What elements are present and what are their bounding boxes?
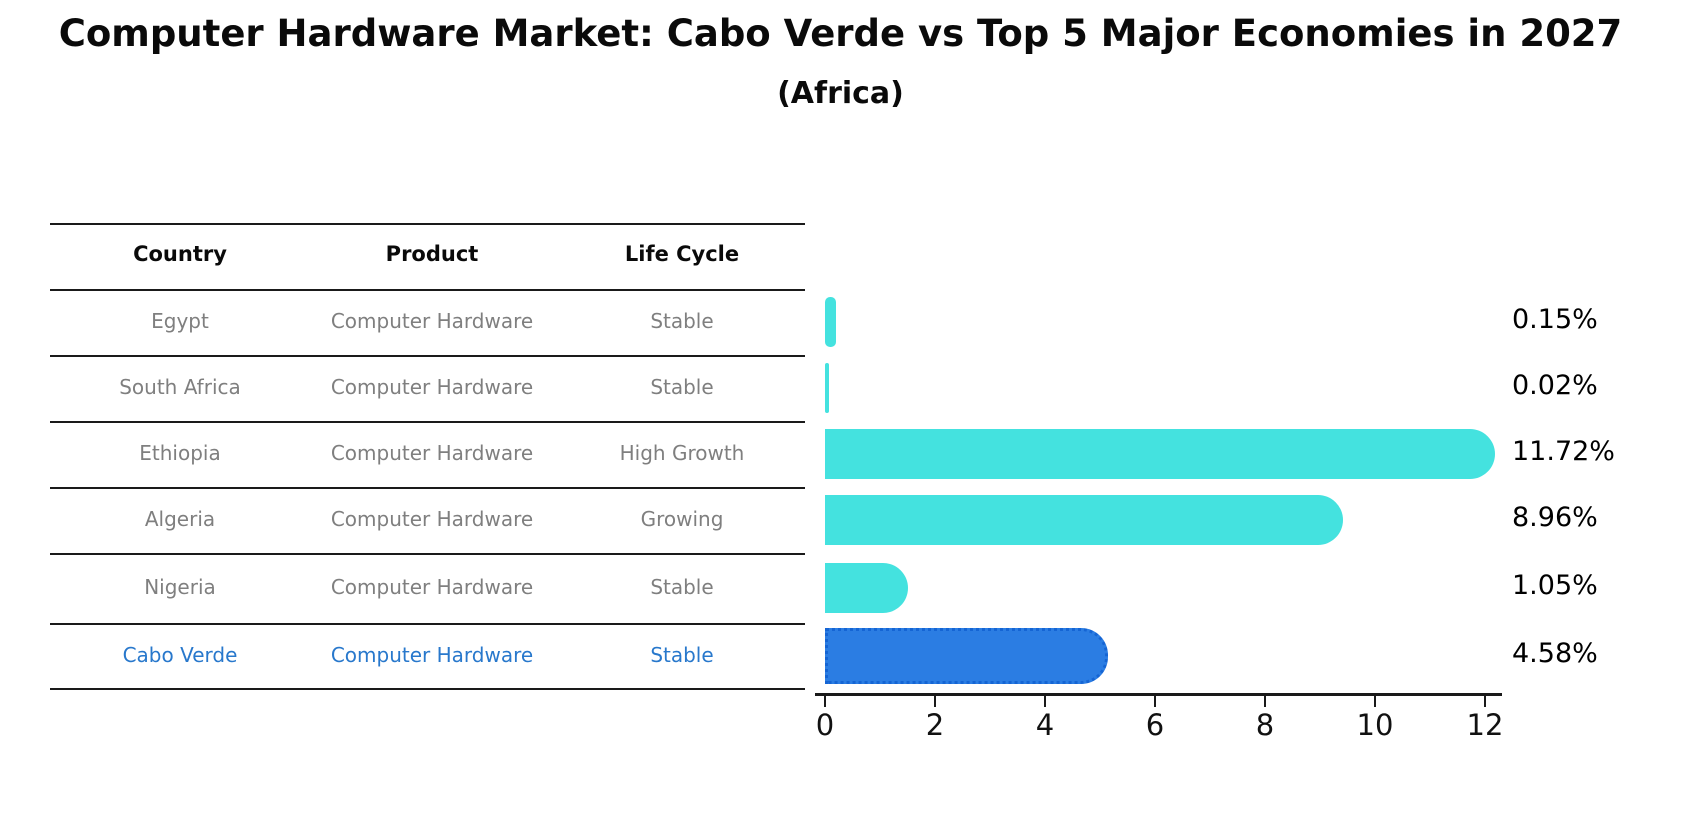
table-rule-0 xyxy=(50,223,805,225)
lifecycle-cell-ethiopia: High Growth xyxy=(619,441,745,465)
chart-title: Computer Hardware Market: Cabo Verde vs … xyxy=(58,12,1623,55)
x-axis-tick-12 xyxy=(1484,696,1486,707)
bar-algeria xyxy=(825,495,1343,545)
lifecycle-cell-egypt: Stable xyxy=(650,309,714,333)
bar-value-label-nigeria: 1.05% xyxy=(1512,570,1598,601)
bar-cabo-verde xyxy=(825,627,1108,684)
table-rule-2 xyxy=(50,355,805,357)
country-cell-algeria: Algeria xyxy=(144,507,216,531)
product-cell-ethiopia: Computer Hardware xyxy=(330,441,534,465)
product-cell-south-africa: Computer Hardware xyxy=(330,375,534,399)
table-rule-3 xyxy=(50,421,805,423)
table-rule-7 xyxy=(50,688,805,690)
x-axis-tick-label-4: 4 xyxy=(1035,708,1055,742)
bar-value-label-egypt: 0.15% xyxy=(1512,304,1598,335)
bar-value-label-algeria: 8.96% xyxy=(1512,502,1598,533)
country-cell-cabo-verde: Cabo Verde xyxy=(122,642,238,667)
country-cell-egypt: Egypt xyxy=(151,309,209,333)
column-header-country: Country xyxy=(133,242,227,266)
product-cell-algeria: Computer Hardware xyxy=(330,507,534,531)
x-axis-tick-label-6: 6 xyxy=(1145,708,1165,742)
bar-egypt xyxy=(825,297,837,347)
product-cell-cabo-verde: Computer Hardware xyxy=(330,642,534,667)
lifecycle-cell-nigeria: Stable xyxy=(650,575,714,599)
bar-value-label-cabo-verde: 4.58% xyxy=(1512,637,1598,669)
table-rule-5 xyxy=(50,553,805,555)
lifecycle-cell-algeria: Growing xyxy=(640,507,724,531)
lifecycle-cell-cabo-verde: Stable xyxy=(650,642,714,667)
x-axis-tick-6 xyxy=(1154,696,1156,707)
x-axis-tick-0 xyxy=(824,696,826,707)
product-cell-egypt: Computer Hardware xyxy=(330,309,534,333)
x-axis-tick-4 xyxy=(1044,696,1046,707)
x-axis-line xyxy=(815,693,1502,696)
lifecycle-cell-south-africa: Stable xyxy=(650,375,714,399)
column-header-life-cycle: Life Cycle xyxy=(624,242,740,266)
country-cell-nigeria: Nigeria xyxy=(144,575,216,599)
x-axis-tick-8 xyxy=(1264,696,1266,707)
bar-south-africa xyxy=(825,363,830,413)
bar-value-label-south-africa: 0.02% xyxy=(1512,370,1598,401)
x-axis-tick-label-12: 12 xyxy=(1466,708,1504,742)
country-cell-ethiopia: Ethiopia xyxy=(139,441,221,465)
column-header-product: Product xyxy=(385,242,479,266)
x-axis-tick-label-8: 8 xyxy=(1255,708,1275,742)
x-axis-tick-10 xyxy=(1374,696,1376,707)
chart-subtitle: (Africa) xyxy=(777,76,904,111)
x-axis-tick-label-2: 2 xyxy=(925,708,945,742)
bar-ethiopia xyxy=(825,429,1495,479)
x-axis-tick-label-10: 10 xyxy=(1356,708,1394,742)
x-axis-tick-2 xyxy=(934,696,936,707)
table-rule-4 xyxy=(50,487,805,489)
table-rule-1 xyxy=(50,289,805,291)
bar-value-label-ethiopia: 11.72% xyxy=(1512,436,1615,467)
country-cell-south-africa: South Africa xyxy=(119,375,241,399)
bar-nigeria xyxy=(825,563,908,613)
table-rule-6 xyxy=(50,623,805,625)
product-cell-nigeria: Computer Hardware xyxy=(330,575,534,599)
x-axis-tick-label-0: 0 xyxy=(815,708,835,742)
